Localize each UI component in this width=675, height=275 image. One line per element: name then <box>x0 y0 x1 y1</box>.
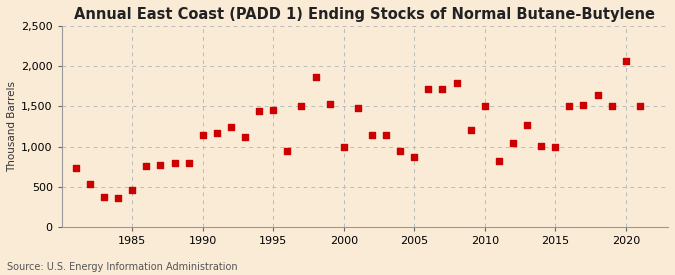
Point <box>99 195 109 199</box>
Point <box>141 164 152 168</box>
Point <box>183 161 194 166</box>
Point <box>155 163 166 167</box>
Point <box>423 87 434 92</box>
Point <box>409 155 420 159</box>
Point <box>352 106 363 110</box>
Point <box>620 59 631 64</box>
Title: Annual East Coast (PADD 1) Ending Stocks of Normal Butane-Butylene: Annual East Coast (PADD 1) Ending Stocks… <box>74 7 655 22</box>
Point <box>367 132 377 137</box>
Point <box>381 133 392 138</box>
Point <box>634 103 645 108</box>
Point <box>240 135 250 139</box>
Point <box>437 87 448 92</box>
Point <box>310 75 321 79</box>
Point <box>508 140 518 145</box>
Point <box>578 103 589 107</box>
Point <box>254 109 265 113</box>
Point <box>169 161 180 165</box>
Y-axis label: Thousand Barrels: Thousand Barrels <box>7 81 17 172</box>
Point <box>324 102 335 106</box>
Point <box>395 149 406 154</box>
Point <box>268 108 279 112</box>
Point <box>338 144 349 149</box>
Point <box>564 104 574 109</box>
Point <box>479 104 490 109</box>
Point <box>493 159 504 163</box>
Point <box>606 104 617 109</box>
Point <box>536 144 547 148</box>
Point <box>127 188 138 192</box>
Point <box>70 166 81 170</box>
Point <box>225 125 236 130</box>
Point <box>84 182 95 186</box>
Point <box>282 148 293 153</box>
Text: Source: U.S. Energy Information Administration: Source: U.S. Energy Information Administ… <box>7 262 238 272</box>
Point <box>211 131 222 135</box>
Point <box>451 81 462 85</box>
Point <box>113 196 124 200</box>
Point <box>550 145 561 150</box>
Point <box>465 128 476 132</box>
Point <box>592 93 603 97</box>
Point <box>197 133 208 138</box>
Point <box>522 123 533 127</box>
Point <box>296 104 307 109</box>
